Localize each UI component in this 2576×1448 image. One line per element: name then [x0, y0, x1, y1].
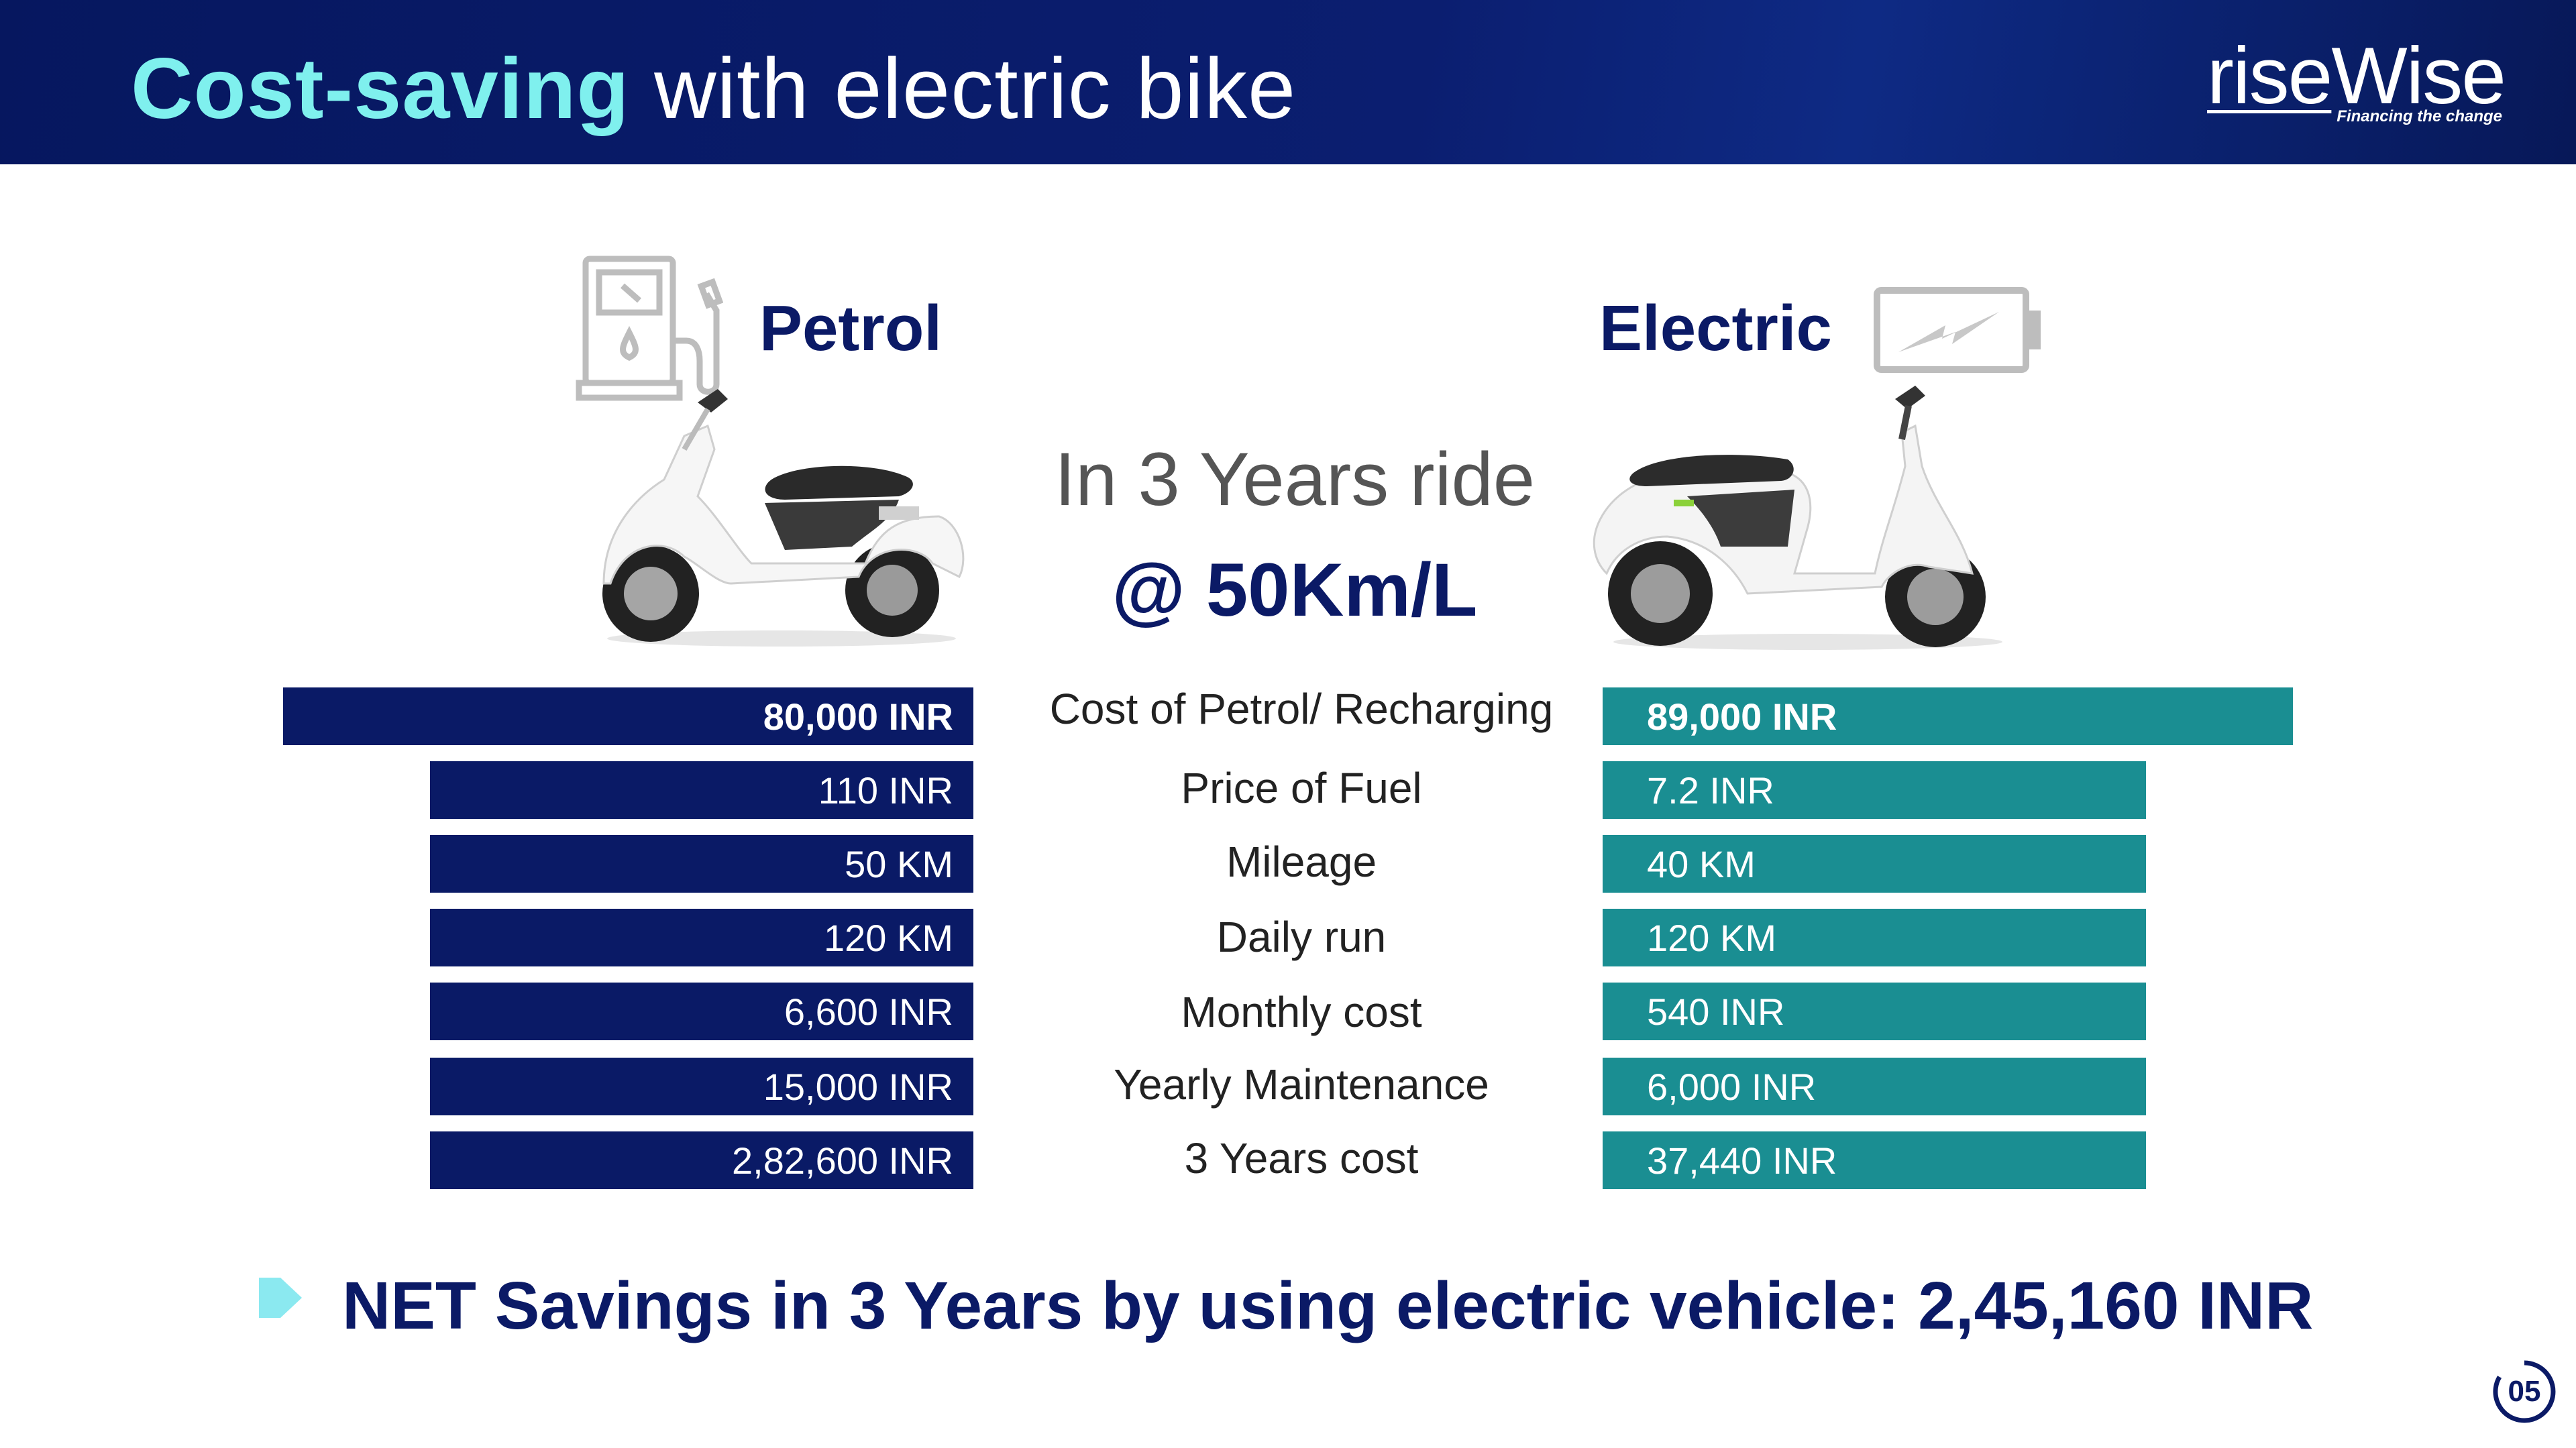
row-label: Price of Fuel [1181, 764, 1422, 812]
electric-value-bar: 7.2 INR [1603, 761, 2146, 819]
petrol-value-bar: 50 KM [430, 835, 973, 893]
title-highlight: Cost-saving [131, 41, 630, 137]
header-banner: Cost-saving with electric bike riseWise … [0, 0, 2576, 164]
page-number-ring-icon [2493, 1360, 2556, 1423]
logo-wordmark: riseWise [2207, 31, 2506, 121]
petrol-scooter-image [602, 389, 965, 647]
net-savings-text: NET Savings in 3 Years by using electric… [342, 1268, 2314, 1343]
battery-charging-icon [1874, 287, 2041, 373]
electric-value-bar: 40 KM [1603, 835, 2146, 893]
risewise-logo: riseWise Financing the change [2207, 32, 2509, 133]
electric-value-bar: 37,440 INR [1603, 1131, 2146, 1189]
page-title: Cost-saving with electric bike [131, 39, 1296, 140]
row-label: Yearly Maintenance [1114, 1060, 1489, 1109]
electric-scooter-image [1593, 386, 2002, 650]
title-rest: with electric bike [629, 41, 1297, 137]
page-number: 05 [2508, 1375, 2541, 1408]
petrol-value-bar: 110 INR [430, 761, 973, 819]
petrol-value-bar: 2,82,600 INR [430, 1131, 973, 1189]
petrol-label: Petrol [759, 292, 943, 364]
petrol-value-bar: 6,600 INR [430, 983, 973, 1040]
logo-tagline: Financing the change [2337, 107, 2502, 125]
row-label: Mileage [1226, 838, 1377, 886]
petrol-value-bar: 15,000 INR [430, 1058, 973, 1115]
row-label: Daily run [1216, 913, 1387, 961]
ride-duration-text: In 3 Years ride [1054, 437, 1536, 521]
electric-label: Electric [1599, 292, 1832, 364]
electric-value-bar: 6,000 INR [1603, 1058, 2146, 1115]
arrow-bullet-icon [259, 1278, 302, 1318]
electric-cost-bar: 89,000 INR [1603, 687, 2293, 745]
mileage-headline: @ 50Km/L [1112, 548, 1478, 632]
page-number-badge: 05 [2491, 1359, 2557, 1425]
logo-wise: Wise [2331, 31, 2506, 121]
electric-value-bar: 540 INR [1603, 983, 2146, 1040]
fuel-pump-icon [576, 256, 723, 401]
electric-value-bar: 120 KM [1603, 909, 2146, 966]
row-label: Cost of Petrol/ Recharging [1049, 685, 1554, 733]
petrol-value-bar: 120 KM [430, 909, 973, 966]
logo-rise: rise [2207, 31, 2332, 121]
row-label: Monthly cost [1181, 988, 1422, 1036]
petrol-cost-bar: 80,000 INR [283, 687, 973, 745]
row-label: 3 Years cost [1184, 1134, 1419, 1182]
